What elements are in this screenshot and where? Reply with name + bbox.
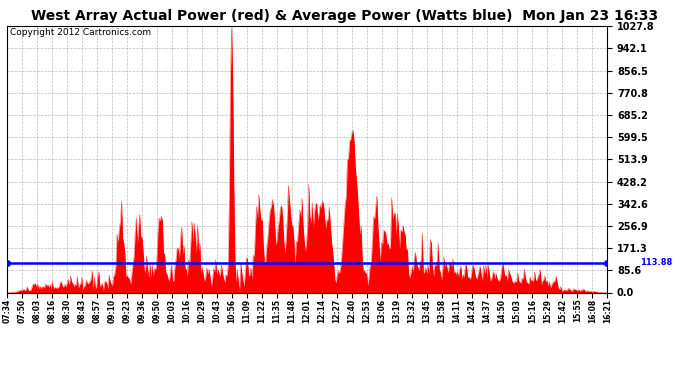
Text: 113.88: 113.88: [0, 247, 2, 279]
Text: Copyright 2012 Cartronics.com: Copyright 2012 Cartronics.com: [10, 28, 151, 37]
Text: West Array Actual Power (red) & Average Power (Watts blue)  Mon Jan 23 16:33: West Array Actual Power (red) & Average …: [32, 9, 658, 23]
Text: 113.88: 113.88: [640, 258, 673, 267]
